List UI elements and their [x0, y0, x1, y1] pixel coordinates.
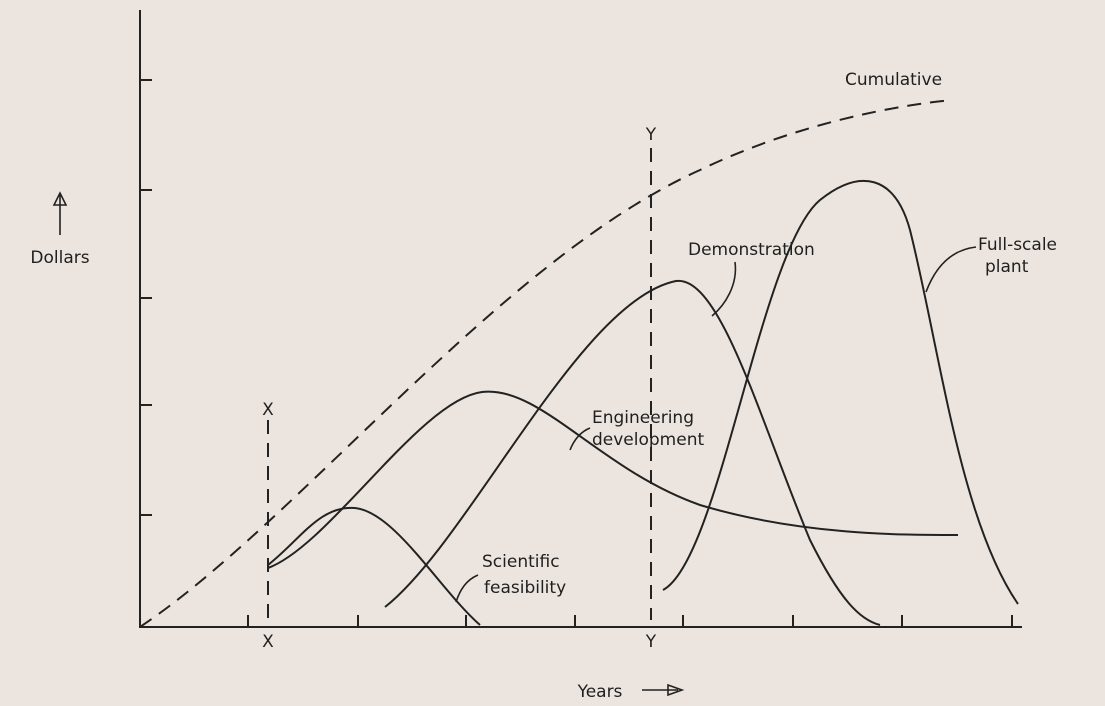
- marker-label: X: [262, 400, 274, 420]
- curve-label: Full-scale: [978, 235, 1057, 255]
- curve-label: development: [592, 430, 704, 450]
- marker-label: Y: [645, 632, 657, 652]
- y-label: Dollars: [30, 248, 89, 268]
- y-arrow: [52, 191, 68, 235]
- curve: [662, 179, 1019, 605]
- curve-label: Engineering: [592, 408, 694, 428]
- curve-label: Demonstration: [688, 240, 815, 260]
- x-arrow: [642, 683, 685, 697]
- curve: [267, 390, 959, 569]
- cumulative-label: Cumulative: [845, 70, 942, 90]
- y-ticks: [140, 79, 152, 516]
- cumulative-curve: [139, 99, 953, 628]
- leader: [455, 574, 479, 603]
- curve-label: Scientific: [482, 552, 560, 572]
- marker-label: Y: [645, 125, 657, 145]
- x-ticks: [247, 615, 1013, 627]
- curve-label: feasibility: [484, 578, 566, 598]
- curve-label: plant: [985, 257, 1029, 277]
- curve: [384, 279, 881, 626]
- leader: [711, 261, 737, 317]
- x-label: Years: [577, 682, 623, 702]
- marker-label: X: [262, 632, 274, 652]
- leader: [569, 427, 591, 451]
- curve: [267, 506, 481, 626]
- leader: [925, 246, 977, 293]
